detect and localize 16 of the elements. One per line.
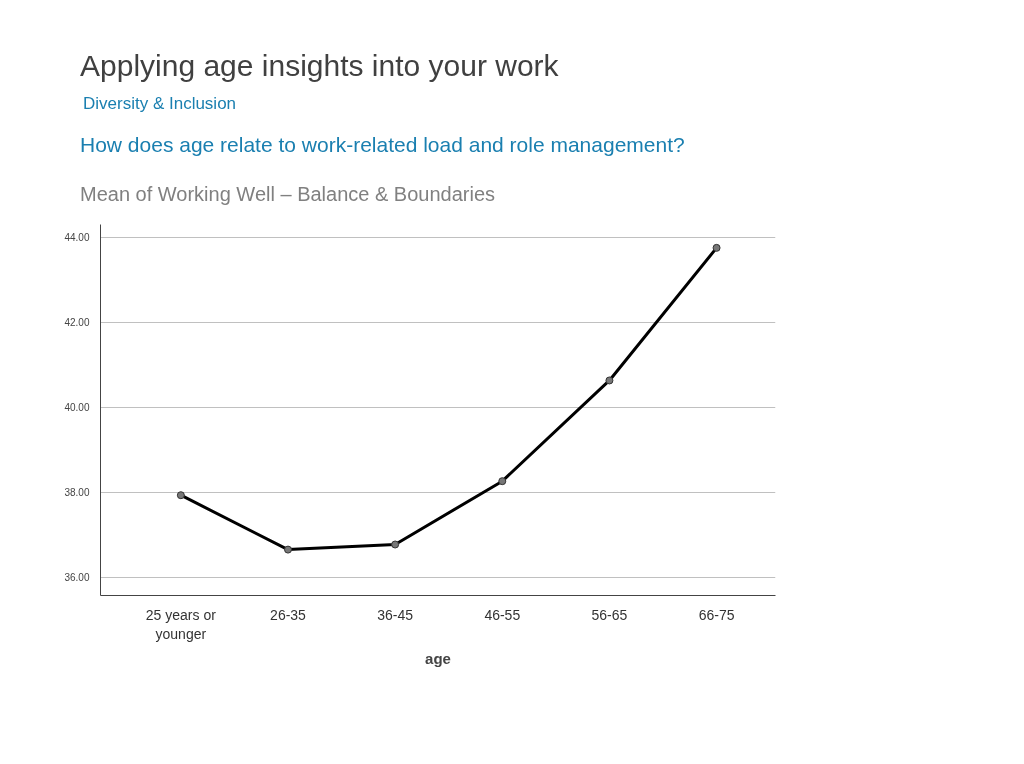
x-tick-label: 46-55 — [484, 606, 521, 623]
x-tick-label: 26-35 — [270, 606, 307, 623]
x-tick-label: 36-45 — [377, 606, 414, 623]
y-tick-label: 36.00 — [64, 571, 90, 583]
text: Mean of Working Well – Balance & Boundaries — [80, 182, 496, 208]
x-tick-label: 66-75 — [698, 606, 735, 623]
chart-title: Applying age insights into your work — [80, 48, 559, 84]
chart-subtitle: Diversity & Inclusion — [83, 92, 237, 115]
y-tick-label: 42.00 — [64, 316, 90, 328]
y-tick-label: 38.00 — [64, 486, 90, 498]
x-tick-label: 25 years or younger — [145, 606, 217, 642]
text: How does age relate to work-related load and role management? — [80, 132, 685, 159]
x-tick-label: 56-65 — [591, 606, 628, 623]
x-axis-title: age — [425, 649, 451, 667]
y-tick-label: 44.00 — [64, 231, 90, 243]
y-tick-label: 40.00 — [64, 401, 90, 413]
